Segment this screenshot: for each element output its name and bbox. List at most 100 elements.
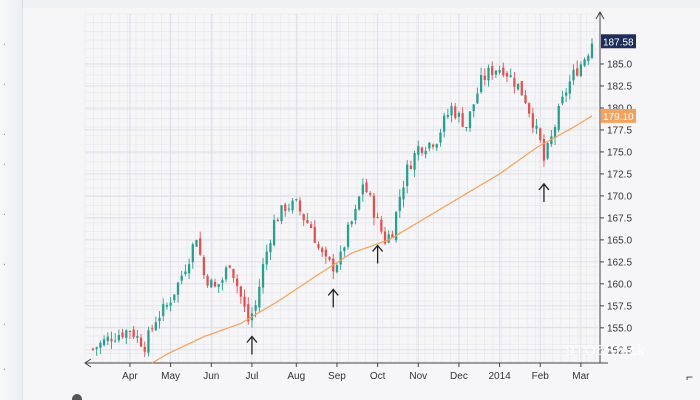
candle[interactable] xyxy=(391,234,394,239)
candle[interactable] xyxy=(165,305,169,307)
candle[interactable] xyxy=(272,220,276,246)
candle[interactable] xyxy=(276,219,279,222)
candle[interactable] xyxy=(91,348,95,350)
candle[interactable] xyxy=(468,111,472,128)
candle[interactable] xyxy=(114,340,117,342)
candle[interactable] xyxy=(476,93,479,104)
candle[interactable] xyxy=(568,81,571,94)
candle[interactable] xyxy=(572,69,575,81)
candle[interactable] xyxy=(143,347,146,352)
candle[interactable] xyxy=(269,243,272,253)
candle[interactable] xyxy=(128,331,132,333)
candle[interactable] xyxy=(376,217,379,219)
candle[interactable] xyxy=(483,75,486,80)
candle[interactable] xyxy=(402,187,405,200)
candle[interactable] xyxy=(173,294,176,301)
candle[interactable] xyxy=(465,126,468,128)
candle[interactable] xyxy=(95,347,98,350)
candle[interactable] xyxy=(520,81,523,96)
candle[interactable] xyxy=(184,271,187,275)
candle[interactable] xyxy=(439,132,442,143)
candle[interactable] xyxy=(409,165,413,169)
candle[interactable] xyxy=(450,106,453,116)
candle[interactable] xyxy=(417,146,420,155)
candle[interactable] xyxy=(280,205,283,222)
candle[interactable] xyxy=(254,305,257,311)
candle[interactable] xyxy=(590,43,594,58)
candle[interactable] xyxy=(350,221,353,225)
candle[interactable] xyxy=(513,77,516,87)
candle[interactable] xyxy=(398,196,401,211)
candle[interactable] xyxy=(431,144,435,147)
candle[interactable] xyxy=(557,106,560,130)
candle[interactable] xyxy=(553,127,557,138)
candle[interactable] xyxy=(136,336,139,338)
candle[interactable] xyxy=(117,334,121,341)
price-chart[interactable]: 152.5 155.0 157.5 160.0 162.5 165.0 167.5 170.0… xyxy=(23,8,700,400)
candle[interactable] xyxy=(531,113,534,128)
chart-panel[interactable]: 152.5 155.0 157.5 160.0 162.5 165.0 167.5 170.0… xyxy=(22,8,700,400)
candle[interactable] xyxy=(302,213,305,221)
candle[interactable] xyxy=(132,329,135,338)
candle[interactable] xyxy=(328,256,331,260)
candle[interactable] xyxy=(539,128,542,141)
candle[interactable] xyxy=(217,284,220,287)
candle[interactable] xyxy=(147,330,150,353)
candle[interactable] xyxy=(461,113,464,127)
candle[interactable] xyxy=(261,264,265,288)
candle[interactable] xyxy=(516,83,520,90)
candle[interactable] xyxy=(284,204,287,211)
candle[interactable] xyxy=(346,224,350,247)
candle[interactable] xyxy=(487,67,490,81)
candle[interactable] xyxy=(313,226,316,243)
candle[interactable] xyxy=(291,200,294,211)
candle[interactable] xyxy=(321,248,324,252)
candle[interactable] xyxy=(372,195,376,218)
candle[interactable] xyxy=(454,106,457,118)
candle[interactable] xyxy=(428,142,431,149)
candle[interactable] xyxy=(236,278,239,287)
candle[interactable] xyxy=(287,208,291,210)
candle[interactable] xyxy=(213,281,217,287)
candle[interactable] xyxy=(583,59,586,66)
candle[interactable] xyxy=(187,264,191,274)
candle[interactable] xyxy=(247,304,250,322)
candle[interactable] xyxy=(139,337,143,347)
candle[interactable] xyxy=(546,143,549,159)
candle[interactable] xyxy=(369,193,372,195)
candle[interactable] xyxy=(357,196,361,210)
candle[interactable] xyxy=(295,199,298,201)
candle[interactable] xyxy=(154,322,157,331)
candle[interactable] xyxy=(406,164,409,187)
candle[interactable] xyxy=(199,238,202,255)
candle[interactable] xyxy=(232,268,235,278)
candle[interactable] xyxy=(472,104,475,112)
candle[interactable] xyxy=(561,96,564,104)
candle[interactable] xyxy=(387,234,390,243)
candle[interactable] xyxy=(535,125,538,129)
candle[interactable] xyxy=(169,302,172,306)
candle[interactable] xyxy=(443,115,446,132)
candle[interactable] xyxy=(576,68,579,76)
candle[interactable] xyxy=(324,249,328,257)
candle[interactable] xyxy=(457,112,461,117)
candle[interactable] xyxy=(524,95,527,103)
candle[interactable] xyxy=(298,200,302,212)
candle[interactable] xyxy=(579,64,583,76)
candle[interactable] xyxy=(206,275,209,286)
candle[interactable] xyxy=(151,328,154,330)
candle[interactable] xyxy=(176,282,180,295)
candle[interactable] xyxy=(491,66,494,76)
candle[interactable] xyxy=(102,339,106,345)
candle[interactable] xyxy=(420,147,424,153)
candle[interactable] xyxy=(335,265,339,273)
candle[interactable] xyxy=(125,330,128,338)
candle[interactable] xyxy=(99,342,102,348)
candle[interactable] xyxy=(365,182,368,193)
candle[interactable] xyxy=(239,286,242,297)
candle[interactable] xyxy=(106,336,109,342)
candle[interactable] xyxy=(494,70,498,75)
candle[interactable] xyxy=(542,138,546,161)
candle[interactable] xyxy=(202,257,206,276)
candle[interactable] xyxy=(258,286,261,308)
